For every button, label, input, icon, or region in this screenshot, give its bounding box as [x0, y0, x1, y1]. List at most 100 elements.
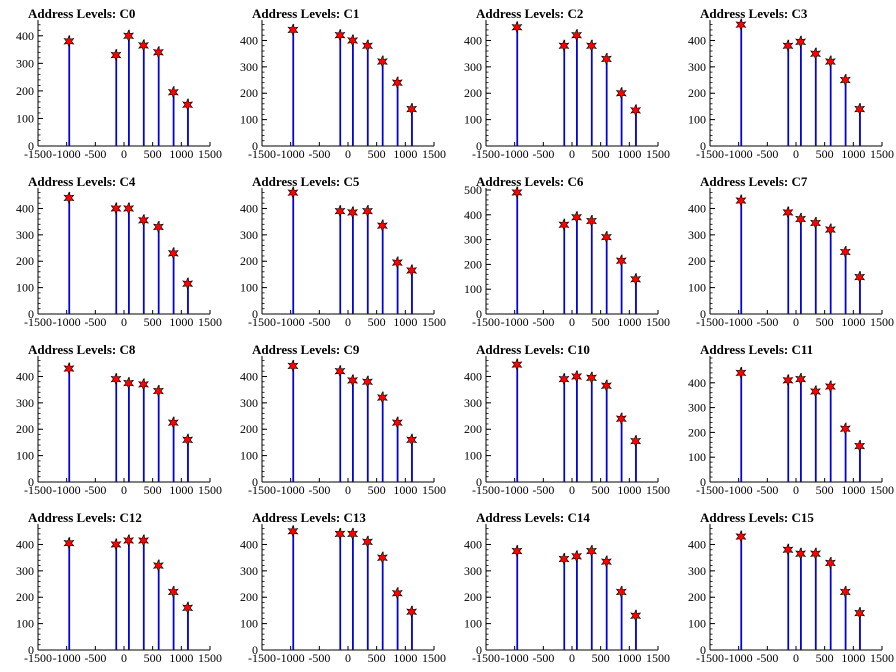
peak-marker: [615, 86, 627, 100]
peak-marker: [347, 374, 359, 387]
x-tick-label: 1000: [169, 147, 193, 161]
chart-panel: Address Levels: C1 0 100 200 300 400 -1500 -100…: [224, 0, 448, 168]
x-tick-label: 500: [368, 651, 386, 665]
y-tick-label: 200: [464, 590, 482, 604]
x-tick-label: 500: [368, 315, 386, 329]
x-tick-label: 500: [816, 483, 834, 497]
x-tick-label: -1000: [725, 651, 753, 665]
peak-marker: [110, 538, 122, 551]
bar: [575, 35, 578, 146]
peak-marker: [287, 359, 299, 373]
chart-title: Address Levels: C12: [28, 510, 142, 525]
x-tick-label: -500: [756, 651, 778, 665]
peak-marker: [810, 385, 821, 398]
peak-marker: [735, 18, 747, 31]
bar: [396, 82, 399, 146]
peak-marker: [182, 277, 194, 290]
chart-title: Address Levels: C6: [476, 174, 584, 189]
x-tick-label: 1000: [393, 483, 417, 497]
bar: [381, 557, 384, 650]
bar: [575, 376, 578, 482]
chart-plot: 0 100 200 300 400 -1500 -1000 -500 0 500 1000 1500: [464, 356, 670, 497]
bar: [516, 192, 518, 314]
peak-marker: [152, 46, 164, 59]
bar: [411, 270, 413, 314]
x-tick-label: 0: [345, 147, 351, 161]
bar: [396, 593, 399, 650]
x-tick-label: 1500: [646, 315, 670, 329]
bar: [142, 45, 145, 146]
bar: [635, 279, 637, 314]
peak-marker: [810, 547, 821, 561]
x-tick-label: -1000: [53, 147, 81, 161]
y-tick-label: 100: [688, 281, 706, 295]
bar: [590, 221, 593, 314]
x-tick-label: 0: [345, 483, 351, 497]
peak-marker: [511, 358, 523, 371]
peak-marker: [138, 214, 149, 227]
peak-marker: [782, 374, 794, 387]
x-tick-label: -500: [84, 651, 106, 665]
y-tick-label: 200: [688, 425, 706, 439]
peak-marker: [586, 39, 597, 53]
peak-marker: [586, 214, 597, 228]
peak-marker: [824, 380, 836, 393]
y-tick-label: 200: [240, 254, 258, 268]
peak-marker: [511, 544, 523, 558]
chart-title: Address Levels: C11: [700, 342, 814, 357]
peak-marker: [376, 219, 388, 232]
bar: [157, 226, 160, 314]
bar: [157, 52, 160, 146]
chart-title: Address Levels: C1: [252, 6, 360, 21]
peak-marker: [123, 376, 135, 390]
x-tick-label: 0: [569, 651, 575, 665]
chart-panel: Address Levels: C10 0 100 200 300 400 -1500 -10…: [448, 336, 672, 504]
y-tick-label: 100: [464, 113, 482, 127]
x-tick-label: 0: [793, 147, 799, 161]
x-tick-label: 1000: [169, 483, 193, 497]
x-tick-label: 1000: [169, 651, 193, 665]
x-tick-label: 500: [368, 483, 386, 497]
bar: [620, 260, 623, 314]
y-tick-label: 0: [476, 307, 482, 321]
x-tick-label: -1000: [53, 315, 81, 329]
x-tick-label: 0: [793, 315, 799, 329]
peak-marker: [287, 23, 299, 37]
peak-marker: [376, 551, 388, 564]
x-tick-label: 1500: [422, 651, 446, 665]
x-tick-label: -500: [308, 147, 330, 161]
bar: [339, 533, 341, 650]
y-tick-label: 100: [16, 617, 34, 631]
peak-marker: [615, 412, 627, 425]
peak-marker: [376, 55, 388, 68]
x-tick-label: 1000: [841, 651, 865, 665]
bar: [859, 446, 861, 482]
peak-marker: [571, 210, 583, 224]
bar: [381, 225, 384, 314]
peak-marker: [110, 202, 122, 215]
peak-marker: [152, 220, 164, 234]
chart-title: Address Levels: C7: [700, 174, 808, 189]
bar: [844, 591, 847, 650]
x-tick-label: -1500: [472, 147, 500, 161]
x-tick-label: 500: [592, 147, 610, 161]
y-tick-label: 300: [688, 564, 706, 578]
bar: [366, 381, 369, 482]
y-tick-label: 400: [688, 201, 706, 215]
bar: [366, 211, 369, 314]
bar: [351, 380, 354, 482]
peak-marker: [123, 534, 135, 547]
peak-marker: [630, 434, 642, 448]
peak-marker: [854, 439, 866, 453]
y-tick-label: 200: [688, 590, 706, 604]
x-tick-label: -1500: [696, 651, 724, 665]
peak-marker: [810, 216, 821, 230]
chart-plot: 0 100 200 300 400 -1500 -1000 -500 0 500 1000 1500: [16, 188, 222, 329]
bar: [590, 551, 593, 650]
peak-marker: [839, 245, 851, 259]
bar: [381, 397, 384, 482]
bar: [339, 211, 341, 314]
x-tick-label: -1500: [472, 651, 500, 665]
chart-plot: 0 100 200 300 400 -1500 -1000 -500 0 500 1000 1500: [240, 186, 446, 329]
peak-marker: [735, 194, 747, 207]
